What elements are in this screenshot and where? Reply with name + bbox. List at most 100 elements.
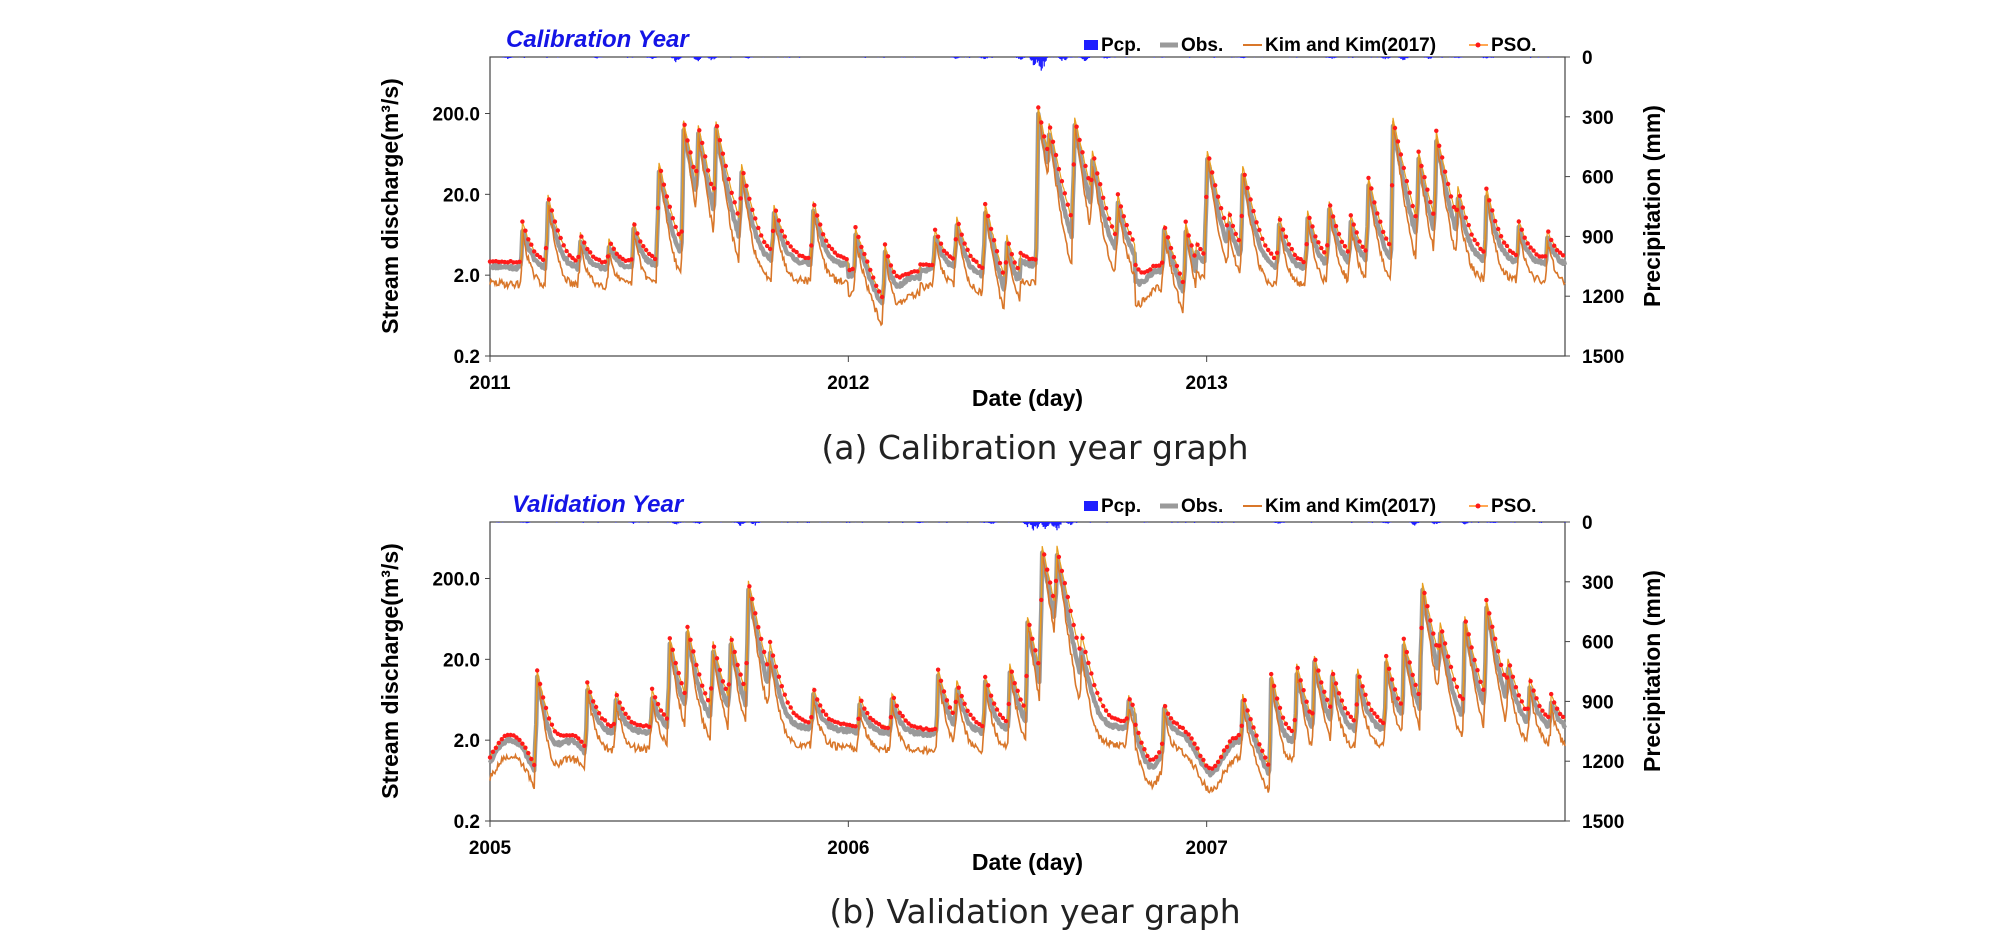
- x-axis-title: Date (day): [972, 849, 1083, 875]
- pso-point: [729, 190, 734, 195]
- pso-point: [1442, 641, 1448, 646]
- pso-point: [844, 257, 849, 262]
- pso-point: [1372, 200, 1377, 205]
- pso-point: [623, 711, 628, 716]
- pso-point: [959, 232, 964, 237]
- pso-point: [983, 674, 988, 680]
- y2-axis-title: Precipitation (mm): [1639, 570, 1665, 772]
- pso-point: [1277, 705, 1283, 711]
- pso-point: [564, 248, 569, 254]
- pso-point: [1504, 675, 1510, 680]
- pso-point: [543, 705, 549, 711]
- x-axis-title: Date (day): [972, 385, 1083, 411]
- pso-point: [1540, 708, 1545, 713]
- pso-point: [688, 637, 693, 642]
- pso-point: [773, 664, 779, 669]
- x-tick-label: 2007: [1186, 838, 1228, 859]
- pso-point: [632, 222, 637, 227]
- legend-label-kim: Kim and Kim(2017): [1265, 35, 1436, 56]
- pso-point: [818, 703, 823, 708]
- pso-point: [1012, 681, 1017, 686]
- pso-point: [988, 226, 994, 232]
- pso-point: [1263, 243, 1268, 248]
- pso-point: [1271, 255, 1277, 261]
- pso-point: [1534, 696, 1539, 701]
- pso-point: [532, 249, 537, 254]
- pso-point: [1498, 234, 1504, 239]
- pso-point: [932, 726, 938, 732]
- pso-point: [726, 176, 731, 182]
- pso-point: [1336, 691, 1342, 696]
- pso-point: [941, 689, 947, 694]
- pso-point: [711, 186, 717, 191]
- pso-point: [897, 710, 902, 715]
- pso-point: [1239, 723, 1244, 728]
- pso-point: [1410, 672, 1415, 678]
- pso-point: [812, 687, 817, 693]
- pso-point: [876, 722, 882, 727]
- pso-point: [1009, 669, 1014, 674]
- pso-point: [1419, 625, 1424, 631]
- y2-tick-label: 1500: [1582, 347, 1624, 368]
- pso-point: [614, 251, 619, 256]
- pso-point: [1260, 236, 1265, 241]
- pso-point: [1316, 668, 1321, 673]
- pso-point: [579, 234, 584, 239]
- pso-point: [1269, 251, 1274, 256]
- pso-point: [1369, 186, 1374, 191]
- pso-point: [756, 225, 761, 231]
- pso-point: [658, 168, 664, 174]
- pso-point: [868, 267, 873, 273]
- pso-point: [1360, 244, 1365, 249]
- pso-point: [1257, 742, 1262, 747]
- pso-point: [1062, 191, 1068, 196]
- pso-point: [514, 735, 519, 740]
- pso-point: [1345, 711, 1351, 716]
- pso-point: [1528, 245, 1533, 250]
- pso-point: [1239, 213, 1244, 219]
- pso-point: [635, 231, 640, 236]
- pso-point: [1015, 265, 1020, 271]
- pso-point: [1469, 645, 1474, 650]
- pso-point: [1522, 235, 1527, 240]
- pso-point: [1215, 194, 1221, 199]
- pso-point: [1098, 182, 1103, 187]
- pso-point: [1180, 725, 1186, 731]
- pso-point: [1313, 234, 1318, 239]
- pso-point: [1171, 254, 1177, 260]
- figure-caption: (a) Calibration year graph: [821, 428, 1248, 467]
- pso-point: [1068, 608, 1073, 614]
- pso-point: [1413, 214, 1418, 219]
- pso-point: [862, 706, 867, 711]
- pso-point: [1493, 218, 1498, 224]
- pso-point: [1363, 248, 1368, 253]
- pso-point: [520, 741, 525, 746]
- pso-point: [705, 698, 711, 703]
- pso-point: [697, 672, 702, 677]
- pso-point: [1195, 242, 1200, 247]
- pso-point: [1310, 711, 1315, 716]
- pso-point: [1395, 139, 1401, 144]
- pso-point: [1416, 691, 1421, 697]
- pso-point: [549, 722, 555, 727]
- pso-point: [1469, 232, 1474, 237]
- pso-point: [537, 255, 543, 260]
- pso-point: [670, 216, 675, 221]
- pso-point: [1316, 240, 1321, 245]
- pso-point: [874, 283, 879, 288]
- pso-point: [1416, 149, 1421, 154]
- pso-point: [1201, 757, 1206, 763]
- pso-point: [891, 695, 897, 701]
- pso-point: [1431, 631, 1436, 636]
- pso-point: [738, 196, 743, 201]
- pso-point: [1333, 223, 1339, 229]
- pso-point: [1398, 152, 1404, 157]
- pso-point: [1342, 706, 1348, 711]
- pso-point: [517, 259, 522, 264]
- pso-point: [1115, 192, 1121, 197]
- pso-point: [1162, 704, 1168, 709]
- pso-point: [573, 258, 578, 263]
- pso-point: [853, 225, 858, 230]
- pso-point: [856, 234, 861, 240]
- pso-point: [638, 239, 643, 244]
